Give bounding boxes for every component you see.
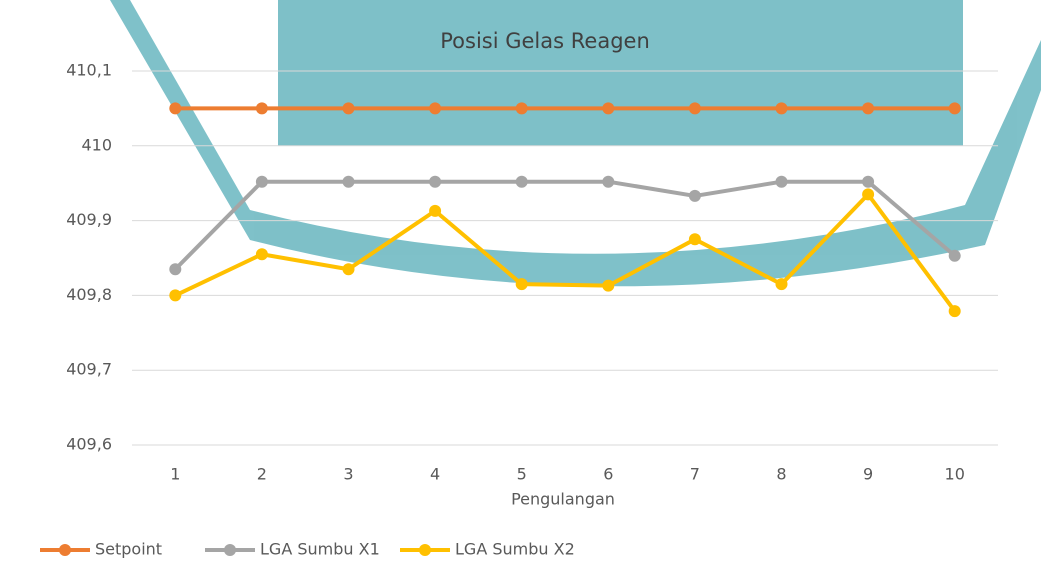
x-tick-label: 8 <box>776 465 786 484</box>
watermark-box <box>278 0 963 146</box>
y-tick-label: 410 <box>81 135 112 154</box>
series-marker <box>602 279 615 292</box>
series-marker <box>429 102 442 115</box>
y-tick-label: 409,8 <box>66 285 112 304</box>
series-marker <box>342 175 355 188</box>
x-tick-label: 9 <box>863 465 873 484</box>
series-marker <box>775 278 788 291</box>
series-marker <box>169 102 182 115</box>
y-tick-label: 409,7 <box>66 360 112 379</box>
series-marker <box>255 248 268 261</box>
x-tick-label: 10 <box>945 465 965 484</box>
series-marker <box>602 175 615 188</box>
series-marker <box>688 233 701 246</box>
y-tick-label: 409,9 <box>66 210 112 229</box>
x-tick-label: 4 <box>430 465 440 484</box>
legend-label: LGA Sumbu X1 <box>260 540 380 559</box>
series-marker <box>775 175 788 188</box>
series-marker <box>255 175 268 188</box>
series-marker <box>948 305 961 318</box>
series-line <box>174 192 957 313</box>
series-marker <box>169 263 182 276</box>
legend-marker <box>224 544 236 556</box>
legend-marker <box>419 544 431 556</box>
series-marker <box>342 263 355 276</box>
watermark <box>110 0 1041 287</box>
x-tick-label: 5 <box>517 465 527 484</box>
series-marker <box>429 204 442 217</box>
series-marker <box>602 102 615 115</box>
y-tick-label: 410,1 <box>66 61 112 80</box>
y-tick-label: 409,6 <box>66 435 112 454</box>
x-tick-label: 6 <box>603 465 613 484</box>
x-tick-label: 3 <box>343 465 353 484</box>
series-marker <box>775 102 788 115</box>
series-marker <box>862 102 875 115</box>
series-marker <box>429 175 442 188</box>
chart-title: Posisi Gelas Reagen <box>440 29 650 53</box>
x-tick-label: 2 <box>257 465 267 484</box>
series-marker <box>255 102 268 115</box>
series-marker <box>515 102 528 115</box>
series-marker <box>948 102 961 115</box>
series-line <box>173 179 956 271</box>
series-marker <box>515 175 528 188</box>
series-marker <box>342 102 355 115</box>
x-tick-label: 7 <box>690 465 700 484</box>
legend-marker <box>59 544 71 556</box>
series-marker <box>515 278 528 291</box>
series-marker <box>688 189 701 202</box>
series-marker <box>862 188 875 201</box>
x-tick-label: 1 <box>170 465 180 484</box>
series-marker <box>948 249 961 262</box>
series-marker <box>169 289 182 302</box>
series-marker <box>862 175 875 188</box>
series-marker <box>688 102 701 115</box>
x-axis-title: Pengulangan <box>511 490 615 509</box>
legend-label: Setpoint <box>95 540 162 559</box>
legend-label: LGA Sumbu X2 <box>455 540 575 559</box>
